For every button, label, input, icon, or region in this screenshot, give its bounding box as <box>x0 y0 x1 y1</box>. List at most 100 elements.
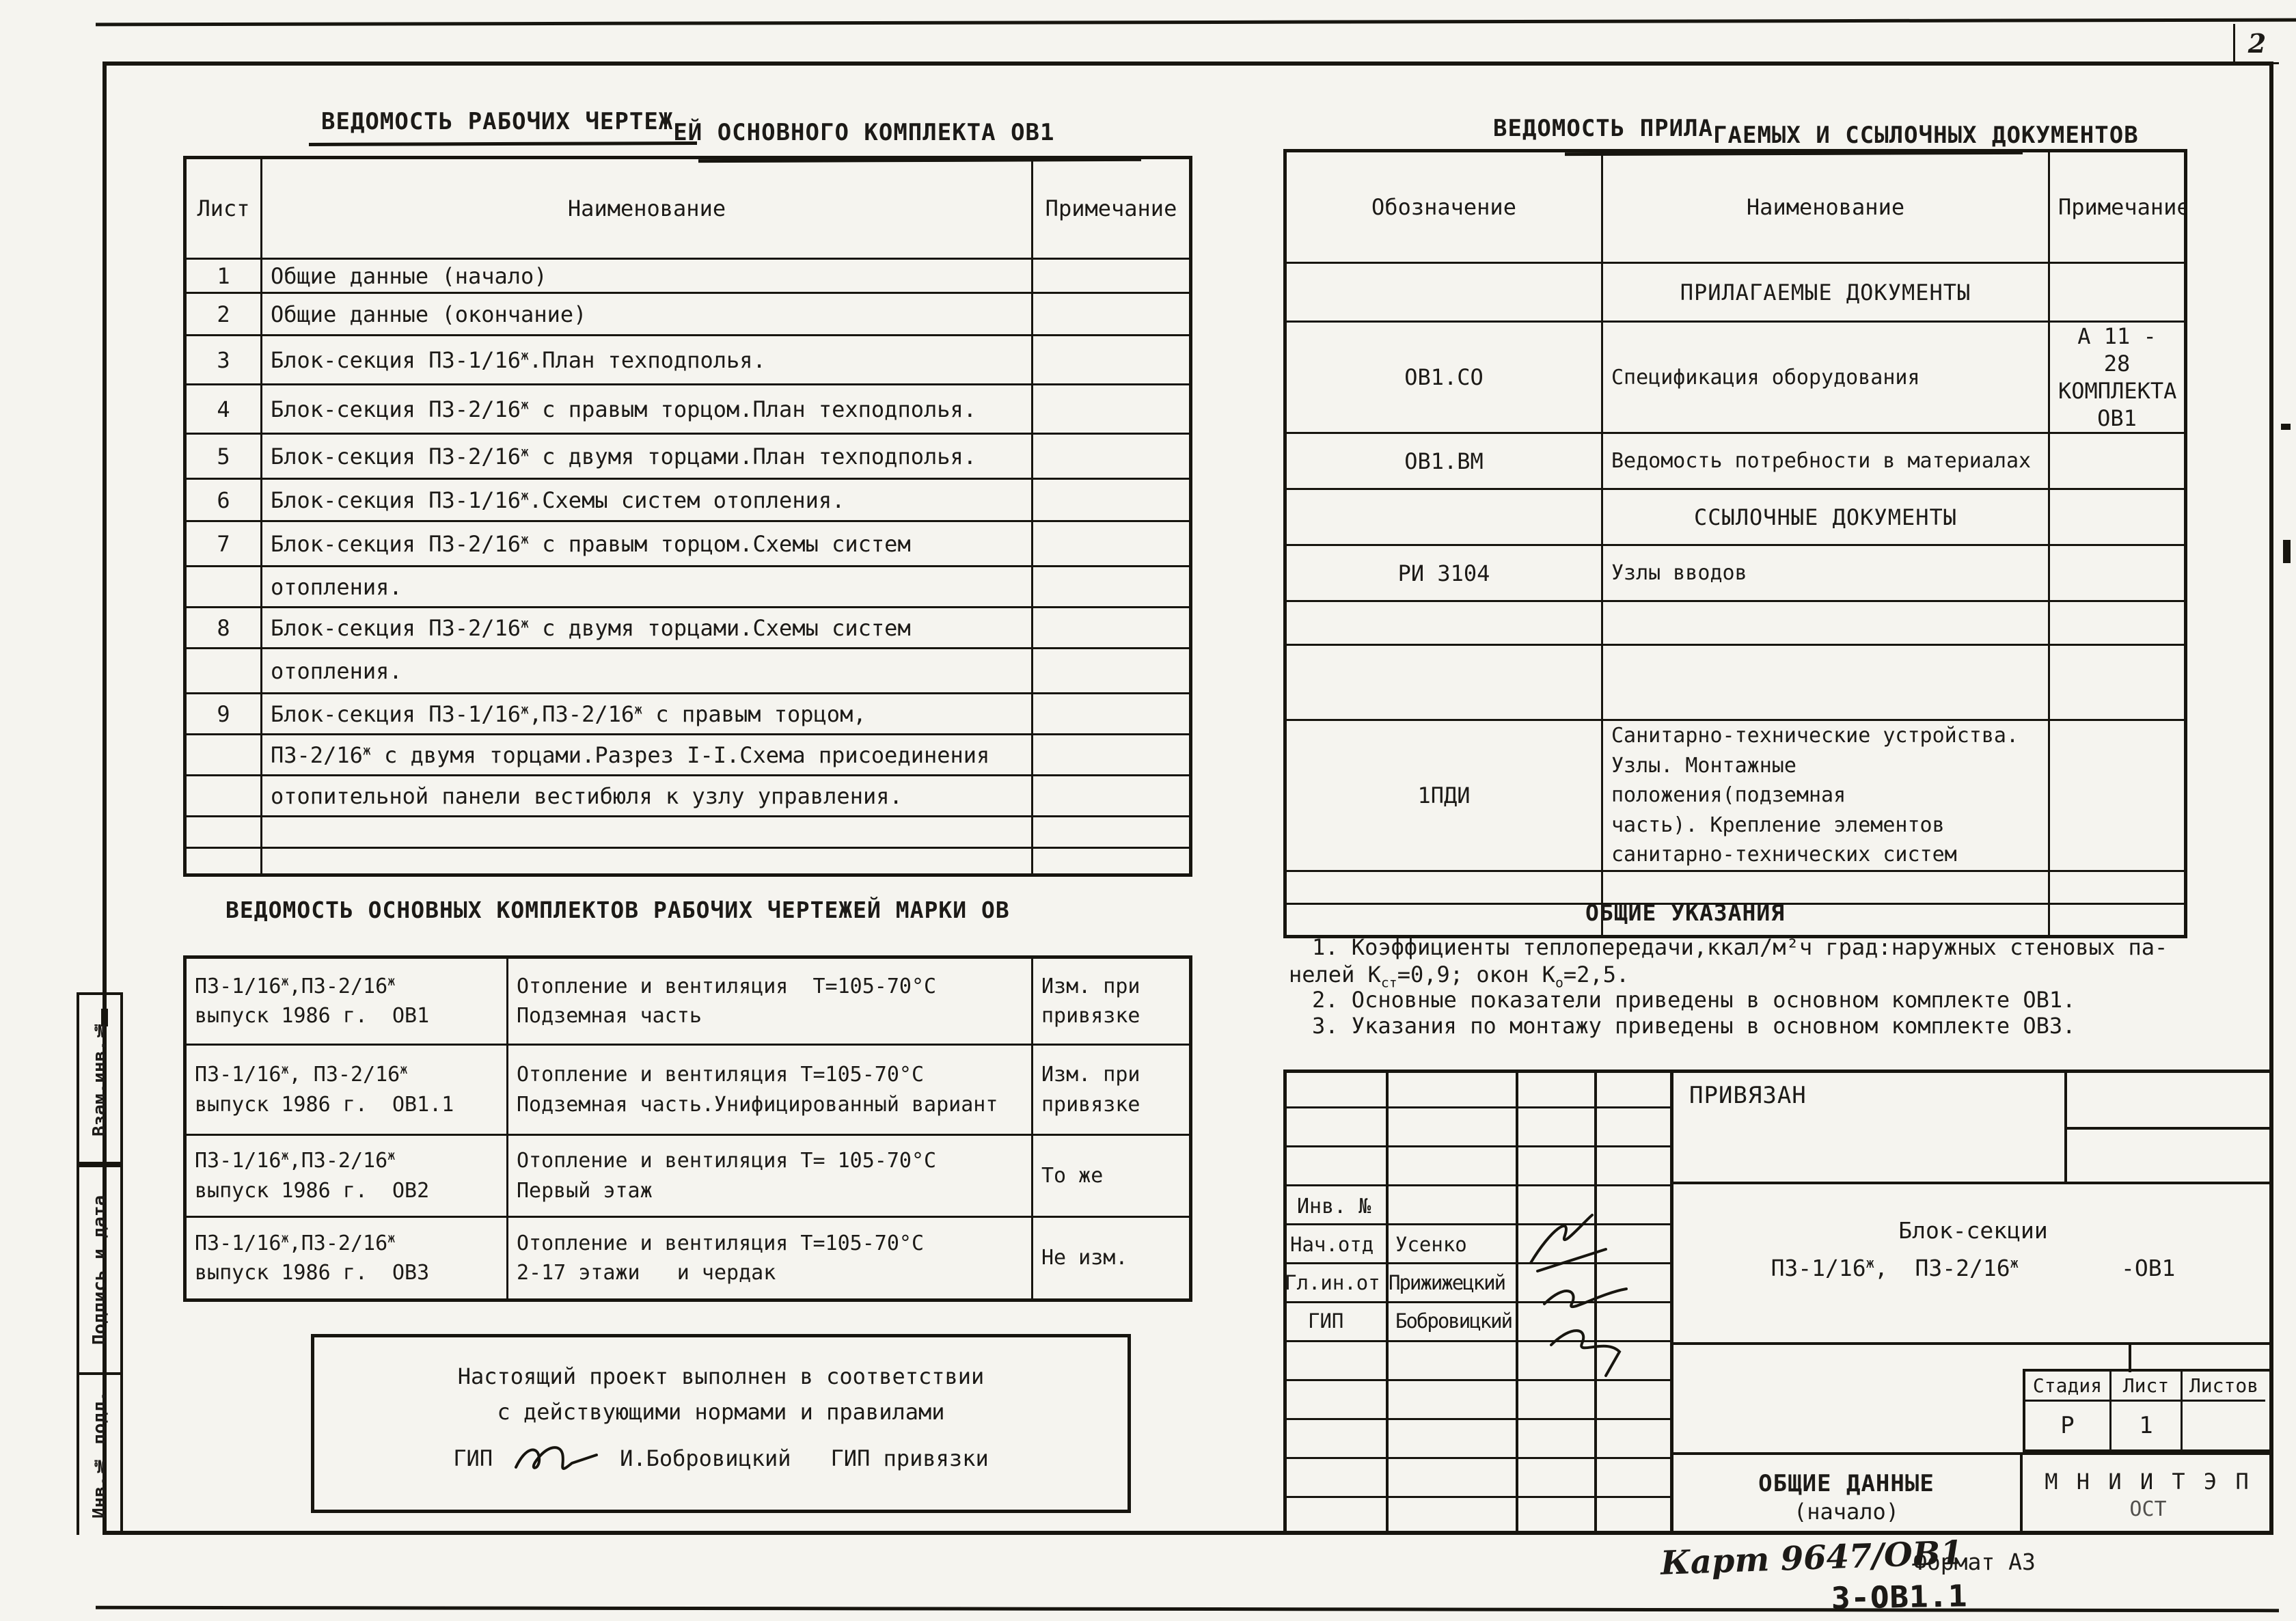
page-number: 2 <box>2247 27 2267 59</box>
row-name: Блок-секция П3-1/16ж,П3-2/16ж с правым т… <box>260 692 1033 735</box>
set-code: П3-1/16ж,П3-2/16ж выпуск 1986 г. ОВ1 <box>184 956 508 1046</box>
doc-name: Узлы вводов <box>1601 544 2050 602</box>
working-drawings-table: Лист Наименование Примечание 1 Общие данн… <box>183 156 1192 877</box>
sheets-label: Листов <box>2183 1372 2265 1402</box>
row-name <box>260 847 1033 876</box>
ref-docs-title-part2: ГАЕМЫХ И ССЫЛОЧНЫХ ДОКУМЕНТОВ <box>1713 122 2139 149</box>
scan-speck <box>2281 424 2291 430</box>
sets-table: П3-1/16ж,П3-2/16ж выпуск 1986 г. ОВ1 Ото… <box>183 955 1192 1302</box>
col-header-name: Наименование <box>1601 150 2050 264</box>
page-number-box: 2 <box>2233 24 2279 64</box>
sidebar-cell-inv: Инв.№ подл. <box>77 1372 123 1535</box>
working-drawings-title-part1: ВЕДОМОСТЬ РАБОЧИХ ЧЕРТЕЖ <box>321 108 674 135</box>
scan-top-edge-line <box>95 18 2296 27</box>
row-name: Блок-секция П3-1/16ж.Схемы систем отопле… <box>260 478 1033 522</box>
grid-line <box>1594 1070 1597 1535</box>
role-name: Усенко <box>1395 1233 1467 1256</box>
revision-grid <box>1283 1070 1673 1535</box>
col-header-note: Примечание <box>2048 150 2187 264</box>
row-name: Общие данные (начало) <box>260 258 1033 294</box>
object-cell: Блок-секции П3-1/16ж, П3-2/16ж -ОВ1 <box>1673 1184 2273 1345</box>
privyazan-cell: ПРИВЯЗАН <box>1673 1070 2067 1184</box>
grid-line <box>1670 1070 1673 1535</box>
doc-note <box>2048 719 2187 872</box>
set-code: П3-1/16ж,П3-2/16ж выпуск 1986 г. ОВ2 <box>184 1134 508 1218</box>
gip-name: И.Бобровицкий <box>620 1445 791 1471</box>
set-name: Отопление и вентиляция Т=105-70°С Подзем… <box>506 1044 1033 1136</box>
compliance-line1: Настоящий проект выполнен в соответствии <box>457 1363 985 1389</box>
scan-speck <box>2283 540 2291 563</box>
row-note <box>1031 733 1192 776</box>
set-name: Отопление и вентиляция Т= 105-70°С Первы… <box>506 1134 1033 1218</box>
col-header-note: Примечание <box>1031 156 1192 260</box>
doc-name: Спецификация оборудования <box>1601 321 2050 434</box>
row-num: 9 <box>184 692 262 735</box>
section-attached-docs: ПРИЛАГАЕМЫЕ ДОКУМЕНТЫ <box>1601 262 2050 323</box>
empty-cell <box>1601 902 2050 938</box>
empty-cell <box>1601 600 2050 646</box>
empty-cell <box>1601 644 2050 721</box>
ref-docs-title: ВЕДОМОСТЬ ПРИЛАГАЕМЫХ И ССЫЛОЧНЫХ ДОКУМЕ… <box>1493 115 2139 149</box>
empty-cell <box>1284 644 1603 721</box>
section-reference-docs: ССЫЛОЧНЫЕ ДОКУМЕНТЫ <box>1601 488 2050 546</box>
general-notes-title: ОБЩИЕ УКАЗАНИЯ <box>1585 899 1786 926</box>
row-num <box>184 815 262 849</box>
row-note <box>1031 815 1192 849</box>
doc-code: ОВ1.ВМ <box>1284 432 1603 490</box>
empty-cell <box>2048 902 2187 938</box>
row-note <box>1031 520 1192 567</box>
sheet-value: 1 <box>2112 1402 2183 1449</box>
role-name: Прижижецкий <box>1389 1271 1506 1294</box>
empty-cell <box>1601 869 2050 905</box>
privyazan-label: ПРИВЯЗАН <box>1689 1082 1807 1109</box>
sheets-value <box>2183 1402 2265 1449</box>
row-num <box>184 847 262 876</box>
row-num: 4 <box>184 383 262 435</box>
empty-cell <box>2048 262 2187 323</box>
row-num: 7 <box>184 520 262 567</box>
row-num: 2 <box>184 292 262 336</box>
empty-cell <box>1284 600 1603 646</box>
row-note <box>1031 433 1192 480</box>
set-name: Отопление и вентиляция Т=105-70°С Подзем… <box>506 956 1033 1046</box>
format-label: Формат А3 <box>1913 1549 2036 1575</box>
row-note <box>1031 565 1192 608</box>
compliance-note-box: Настоящий проект выполнен в соответствии… <box>311 1334 1131 1513</box>
role-label: Гл.ин.от <box>1285 1271 1380 1294</box>
row-note <box>1031 258 1192 294</box>
stage-label: Стадия <box>2025 1372 2112 1402</box>
role-label: ГИП <box>1308 1309 1344 1333</box>
doc-name: Санитарно-технические устройства. Узлы. … <box>1601 719 2050 872</box>
empty-cell <box>2048 600 2187 646</box>
row-note <box>1031 334 1192 385</box>
doc-code: РИ 3104 <box>1284 544 1603 602</box>
row-name: Блок-секция П3-2/16ж с двумя торцами.Пла… <box>260 433 1033 480</box>
doc-title-cell: ОБЩИЕ ДАННЫЕ (начало) <box>1673 1452 2023 1535</box>
row-name: отопительной панели вестибюля к узлу упр… <box>260 774 1033 817</box>
empty-cell <box>2048 644 2187 721</box>
drawing-frame <box>102 62 2273 1535</box>
row-num <box>184 647 262 694</box>
row-name: Общие данные (окончание) <box>260 292 1033 336</box>
empty-cell <box>1284 869 1603 905</box>
row-num: 5 <box>184 433 262 480</box>
doc-code: ОВ1.СО <box>1284 321 1603 434</box>
inventory-number-label: Инв. № <box>1293 1195 1376 1218</box>
ref-docs-table: Обозначение Наименование Примечание ПРИЛ… <box>1283 149 2187 938</box>
row-num: 8 <box>184 606 262 649</box>
set-note: Изм. при привязке <box>1031 1044 1192 1136</box>
row-note <box>1031 692 1192 735</box>
row-num: 6 <box>184 478 262 522</box>
row-note <box>1031 478 1192 522</box>
row-name: Блок-секция П3-2/16ж с правым торцом.Схе… <box>260 520 1033 567</box>
object-line1: Блок-секции <box>1898 1217 2048 1244</box>
set-note: Не изм. <box>1031 1216 1192 1301</box>
doc-code: 1ПДИ <box>1284 719 1603 872</box>
row-name: Блок-секция П3-2/16ж с двумя торцами.Схе… <box>260 606 1033 649</box>
empty-cell <box>2048 488 2187 546</box>
doc-note <box>2048 544 2187 602</box>
row-note <box>1031 647 1192 694</box>
row-name: отопления. <box>260 565 1033 608</box>
row-name: отопления. <box>260 647 1033 694</box>
